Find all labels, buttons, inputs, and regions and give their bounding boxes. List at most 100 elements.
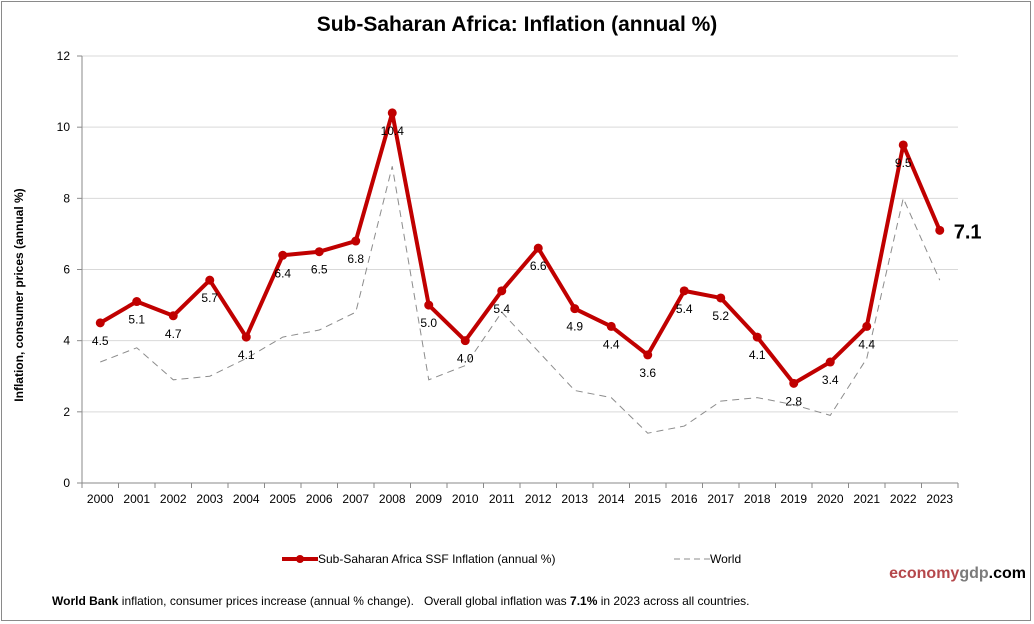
footer-note: World Bank inflation, consumer prices in… (52, 594, 749, 608)
x-tick-label: 2016 (671, 492, 698, 506)
ssa-point (424, 300, 434, 310)
x-tick-label: 2014 (598, 492, 625, 506)
x-tick-label: 2018 (744, 492, 771, 506)
ssa-data-label: 4.7 (165, 327, 182, 341)
brand-part-economy: economy (889, 565, 960, 582)
x-tick-label: 2006 (306, 492, 333, 506)
x-tick-label: 2003 (196, 492, 223, 506)
legend-world-label: World (710, 552, 742, 566)
x-tick-label: 2010 (452, 492, 479, 506)
x-tick-label: 2001 (123, 492, 150, 506)
ssa-data-label: 4.5 (92, 334, 109, 348)
x-tick-label: 2020 (817, 492, 844, 506)
ssa-data-label: 3.6 (639, 366, 656, 380)
x-tick-label: 2009 (415, 492, 442, 506)
y-tick-label: 10 (57, 120, 71, 134)
ssa-data-label: 5.0 (420, 316, 437, 330)
brand-part-gdp: gdp (959, 565, 989, 582)
y-tick-label: 8 (63, 191, 70, 205)
x-tick-label: 2011 (489, 492, 515, 506)
ssa-data-label: 6.6 (530, 259, 547, 273)
brand-part-com: .com (988, 565, 1026, 582)
ssa-point (825, 357, 835, 367)
y-tick-label: 6 (63, 263, 70, 277)
series-world (100, 166, 941, 434)
y-tick-label: 0 (63, 476, 70, 490)
ssa-point (716, 293, 726, 303)
ssa-data-label: 4.4 (603, 337, 620, 351)
ssa-point (643, 350, 653, 360)
ssa-data-label: 5.4 (493, 302, 510, 316)
ssa-data-label: 4.0 (457, 352, 474, 366)
legend-item-world[interactable]: World (672, 552, 741, 566)
ssa-point (497, 286, 507, 296)
x-tick-label: 2015 (634, 492, 661, 506)
ssa-point (898, 140, 908, 150)
ssa-point (278, 250, 288, 260)
x-tick-label: 2012 (525, 492, 552, 506)
ssa-data-label: 6.8 (347, 252, 364, 266)
x-tick-label: 2004 (233, 492, 260, 506)
brand-logo[interactable]: economygdp.com (889, 565, 1026, 583)
ssa-point (533, 243, 543, 253)
ssa-point (351, 236, 361, 246)
y-tick-labels: 0 2 4 6 8 10 12 (57, 49, 71, 490)
gridlines (82, 55, 958, 413)
ssa-point (789, 378, 799, 388)
ssa-point (168, 311, 178, 321)
y-tick-label: 12 (57, 49, 71, 63)
ssa-point (862, 321, 872, 331)
ssa-data-label: 4.9 (566, 320, 583, 334)
footer-value: 7.1% (570, 594, 598, 608)
x-tick-label: 2013 (561, 492, 588, 506)
x-tick-label: 2007 (342, 492, 369, 506)
ssa-point (752, 332, 762, 342)
ssa-point (205, 275, 215, 285)
ssa-point (241, 332, 251, 342)
footer-text-1: inflation, consumer prices increase (ann… (118, 594, 571, 608)
ssa-point (460, 336, 470, 346)
ssa-data-label: 9.5 (895, 156, 912, 170)
ssa-point (679, 286, 689, 296)
ssa-point (935, 225, 945, 235)
ssa-data-label: 3.4 (822, 373, 839, 387)
x-tick-label: 2021 (853, 492, 880, 506)
series-ssa (95, 108, 945, 388)
ssa-line (99, 110, 942, 386)
ssa-point (314, 247, 324, 257)
ssa-data-label: 2.8 (785, 394, 802, 408)
ssa-data-label: 6.5 (311, 263, 328, 277)
ssa-point (570, 304, 580, 314)
axes (77, 55, 959, 488)
footer-text-2: in 2023 across all countries. (597, 594, 750, 608)
legend-ssa-label: Sub-Saharan Africa SSF Inflation (annual… (318, 552, 556, 566)
x-tick-label: 2019 (780, 492, 807, 506)
ssa-data-label: 6.4 (274, 266, 291, 280)
ssa-point (95, 318, 105, 328)
legend-world-swatch-icon (674, 558, 710, 560)
ssa-data-label: 5.4 (676, 302, 693, 316)
footer-source: World Bank (52, 594, 119, 608)
x-tick-label: 2017 (707, 492, 734, 506)
chart-title: Sub-Saharan Africa: Inflation (annual %) (316, 13, 718, 36)
x-tick-label: 2023 (926, 492, 953, 506)
ssa-data-label: 5.7 (201, 291, 218, 305)
ssa-data-label: 4.1 (749, 348, 766, 362)
legend-ssa-swatch-icon (282, 555, 318, 563)
annotation-last-value: 7.1 (954, 221, 982, 243)
x-tick-label: 2005 (269, 492, 296, 506)
world-line (100, 166, 941, 434)
x-tick-labels: 2000 2001 2002 2003 2004 2005 2006 2007 2008 2009… (87, 492, 954, 506)
ssa-point (132, 297, 142, 307)
data-labels: 4.5 5.1 4.7 5.7 4.1 6.4 6.5 6.8 10.4 5.0 4.0 5.4 6.6… (92, 124, 982, 408)
ssa-data-label: 4.1 (238, 348, 255, 362)
ssa-data-label: 10.4 (381, 124, 405, 138)
x-tick-label: 2002 (160, 492, 187, 506)
y-tick-label: 2 (63, 405, 70, 419)
legend-item-ssa[interactable]: Sub-Saharan Africa SSF Inflation (annual… (282, 552, 555, 566)
ssa-data-label: 5.1 (128, 313, 145, 327)
x-tick-label: 2000 (87, 492, 114, 506)
x-tick-label: 2008 (379, 492, 406, 506)
